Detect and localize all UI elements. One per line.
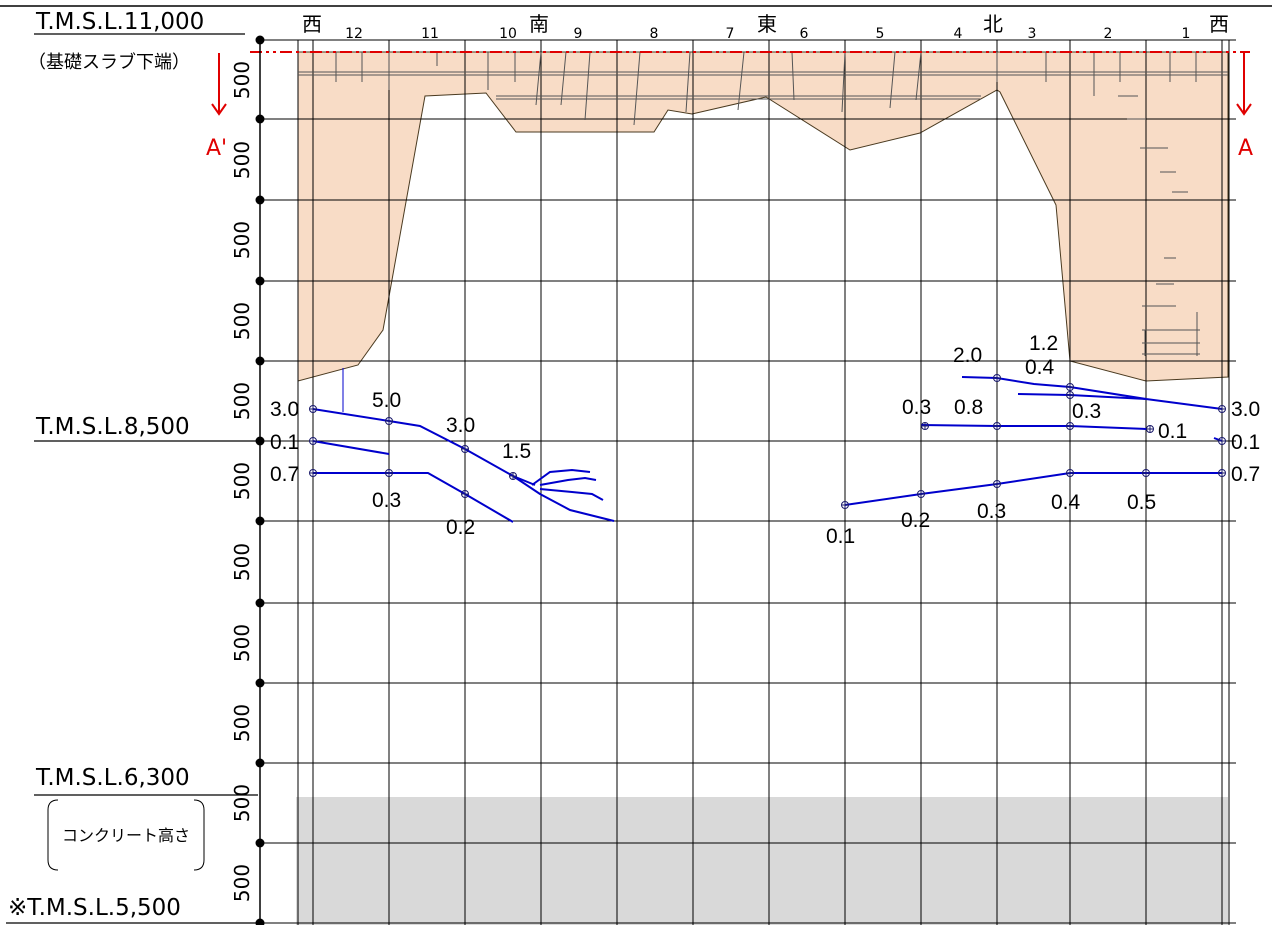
svg-text:0.1: 0.1 — [1158, 420, 1187, 443]
svg-text:500: 500 — [230, 864, 254, 902]
crack-markers — [309, 374, 1226, 509]
svg-text:500: 500 — [230, 704, 254, 742]
svg-text:2: 2 — [1104, 26, 1113, 42]
svg-text:西: 西 — [302, 12, 322, 36]
svg-text:2.0: 2.0 — [953, 344, 982, 367]
svg-text:10: 10 — [499, 26, 517, 42]
svg-text:11: 11 — [421, 26, 439, 42]
svg-text:0.7: 0.7 — [1231, 463, 1260, 486]
svg-text:1.5: 1.5 — [502, 440, 531, 463]
svg-text:西: 西 — [1209, 12, 1229, 36]
svg-text:8: 8 — [650, 26, 659, 42]
svg-text:6: 6 — [800, 26, 809, 42]
svg-text:0.3: 0.3 — [902, 396, 931, 419]
svg-text:9: 9 — [574, 26, 583, 42]
svg-text:0.5: 0.5 — [1127, 491, 1156, 514]
svg-text:0.7: 0.7 — [270, 463, 299, 486]
svg-text:5: 5 — [876, 26, 885, 42]
svg-text:500: 500 — [230, 382, 254, 420]
svg-text:4: 4 — [954, 26, 963, 42]
svg-text:0.1: 0.1 — [1231, 431, 1260, 454]
grid-vertical — [297, 40, 1230, 925]
svg-text:0.4: 0.4 — [1051, 491, 1081, 514]
svg-text:0.1: 0.1 — [826, 525, 855, 548]
svg-text:500: 500 — [230, 543, 254, 581]
crack-values: 3.0 0.1 0.7 5.0 0.3 3.0 0.2 1.5 2.0 1.2 … — [270, 332, 1260, 548]
level-low: T.M.S.L.6,300 — [35, 765, 190, 791]
level-top: T.M.S.L.11,000 — [35, 9, 204, 35]
damage-region — [297, 51, 1229, 382]
svg-text:500: 500 — [230, 141, 254, 179]
svg-text:東: 東 — [757, 12, 777, 36]
svg-text:0.4: 0.4 — [1025, 356, 1055, 379]
concrete-bracket-left — [47, 799, 59, 871]
svg-text:0.3: 0.3 — [977, 500, 1006, 523]
svg-text:3.0: 3.0 — [446, 414, 475, 437]
svg-text:0.3: 0.3 — [1072, 400, 1101, 423]
concrete-label: コンクリート高さ — [62, 826, 190, 845]
svg-text:0.2: 0.2 — [901, 509, 930, 532]
svg-text:12: 12 — [345, 26, 363, 42]
level-mid: T.M.S.L.8,500 — [35, 414, 190, 440]
grid-horizontal — [260, 39, 1236, 924]
level-top-note: （基礎スラブ下端） — [28, 51, 190, 73]
svg-text:0.1: 0.1 — [270, 431, 299, 454]
svg-text:0.2: 0.2 — [446, 516, 475, 539]
dimension-ticks — [255, 35, 265, 925]
svg-text:0.8: 0.8 — [954, 396, 983, 419]
svg-text:3.0: 3.0 — [270, 398, 299, 421]
section-arrow-left — [211, 53, 227, 116]
svg-text:3.0: 3.0 — [1231, 398, 1260, 421]
svg-text:1.2: 1.2 — [1029, 332, 1058, 355]
concrete-bracket-right — [193, 799, 205, 871]
direction-labels: 西 南 東 北 西 — [302, 12, 1229, 36]
svg-text:500: 500 — [230, 221, 254, 259]
level-bottom: ※T.M.S.L.5,500 — [8, 895, 181, 921]
svg-text:0.3: 0.3 — [372, 489, 401, 512]
svg-text:500: 500 — [230, 462, 254, 500]
svg-text:500: 500 — [230, 624, 254, 662]
concrete-area — [296, 797, 1228, 925]
rebar-sketch — [298, 51, 1228, 356]
svg-text:5.0: 5.0 — [372, 389, 401, 412]
svg-text:7: 7 — [726, 26, 735, 42]
svg-text:500: 500 — [230, 302, 254, 340]
column-numbers: 12 11 10 9 8 7 6 5 4 3 2 1 — [345, 26, 1190, 42]
section-mark-right: A — [1238, 136, 1253, 161]
svg-text:500: 500 — [230, 784, 254, 822]
svg-text:500: 500 — [230, 61, 254, 99]
svg-text:1: 1 — [1182, 26, 1191, 42]
svg-text:北: 北 — [983, 12, 1003, 36]
section-arrow-right — [1236, 53, 1252, 116]
section-mark-left: A' — [206, 136, 227, 161]
svg-text:3: 3 — [1028, 26, 1037, 42]
dimension-labels: 500 500 500 500 500 500 500 500 500 500 … — [230, 61, 254, 902]
svg-text:南: 南 — [529, 12, 549, 36]
